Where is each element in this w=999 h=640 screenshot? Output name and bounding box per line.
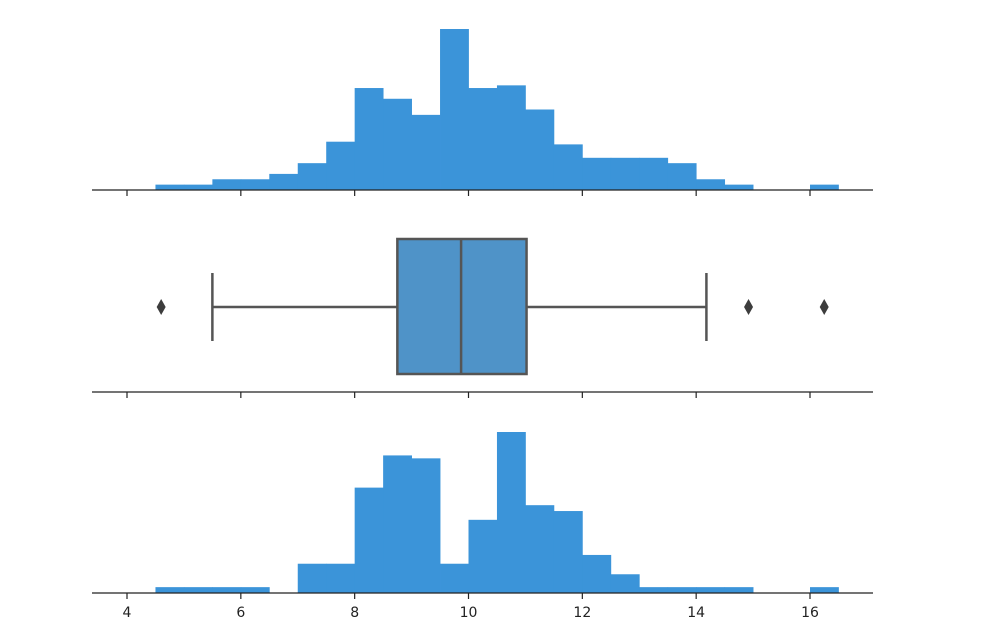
histogram-bar <box>667 163 697 190</box>
histogram-bar <box>610 574 640 593</box>
histogram-bar <box>212 179 242 190</box>
top-histogram-panel <box>92 29 873 196</box>
histogram-bar <box>696 179 726 190</box>
histogram-bar <box>639 157 669 190</box>
histogram-bar <box>326 141 356 190</box>
boxplot-panel <box>92 237 873 398</box>
boxplot-outlier-marker <box>156 299 166 315</box>
histogram-bar <box>155 184 185 190</box>
histogram-bar <box>810 587 839 593</box>
histogram-bar <box>240 587 270 593</box>
histogram-bar <box>667 587 697 593</box>
histogram-bar <box>440 29 469 190</box>
x-tick-label: 14 <box>687 605 705 621</box>
histogram-bar <box>269 173 299 190</box>
histogram-bar <box>354 88 384 190</box>
histogram-bar <box>724 184 754 190</box>
boxplot-outlier-marker <box>819 299 829 315</box>
x-tick-label: 6 <box>236 605 245 621</box>
histogram-bar <box>354 487 384 593</box>
histogram-bar <box>297 563 327 593</box>
histogram-bar <box>468 88 498 190</box>
histogram-bar <box>468 519 498 593</box>
histogram-bar <box>183 184 213 190</box>
x-tick-label: 16 <box>801 605 819 621</box>
histogram-bar <box>582 157 612 190</box>
histogram-bar <box>553 144 583 190</box>
histogram-bar <box>326 563 356 593</box>
boxplot-outlier-marker <box>744 299 754 315</box>
histogram-bar <box>696 587 726 593</box>
histogram-bar <box>440 563 469 593</box>
histogram-bar <box>212 587 242 593</box>
x-tick-label: 12 <box>573 605 591 621</box>
x-tick-label: 8 <box>350 605 359 621</box>
histogram-bar <box>525 505 555 593</box>
histogram-bar <box>496 85 526 190</box>
histogram-bar <box>183 587 213 593</box>
bottom-histogram-panel: 4 6 8 10 12 14 16 <box>92 432 873 621</box>
histogram-bar <box>297 163 327 190</box>
histogram-bar <box>411 458 441 593</box>
x-tick-label: 10 <box>460 605 478 621</box>
histogram-bar <box>610 157 640 190</box>
histogram-bar <box>155 587 185 593</box>
histogram-bar <box>724 587 754 593</box>
histogram-bar <box>553 511 583 593</box>
histogram-bar <box>411 114 441 190</box>
x-tick-label: 4 <box>123 605 132 621</box>
histogram-bar <box>496 432 526 593</box>
histogram-bar <box>525 109 555 190</box>
histogram-bar <box>582 554 612 593</box>
histogram-bar <box>240 179 270 190</box>
histogram-bar <box>383 98 412 190</box>
histogram-bar <box>383 455 412 593</box>
histogram-bar <box>639 587 669 593</box>
histogram-bar <box>810 184 839 190</box>
